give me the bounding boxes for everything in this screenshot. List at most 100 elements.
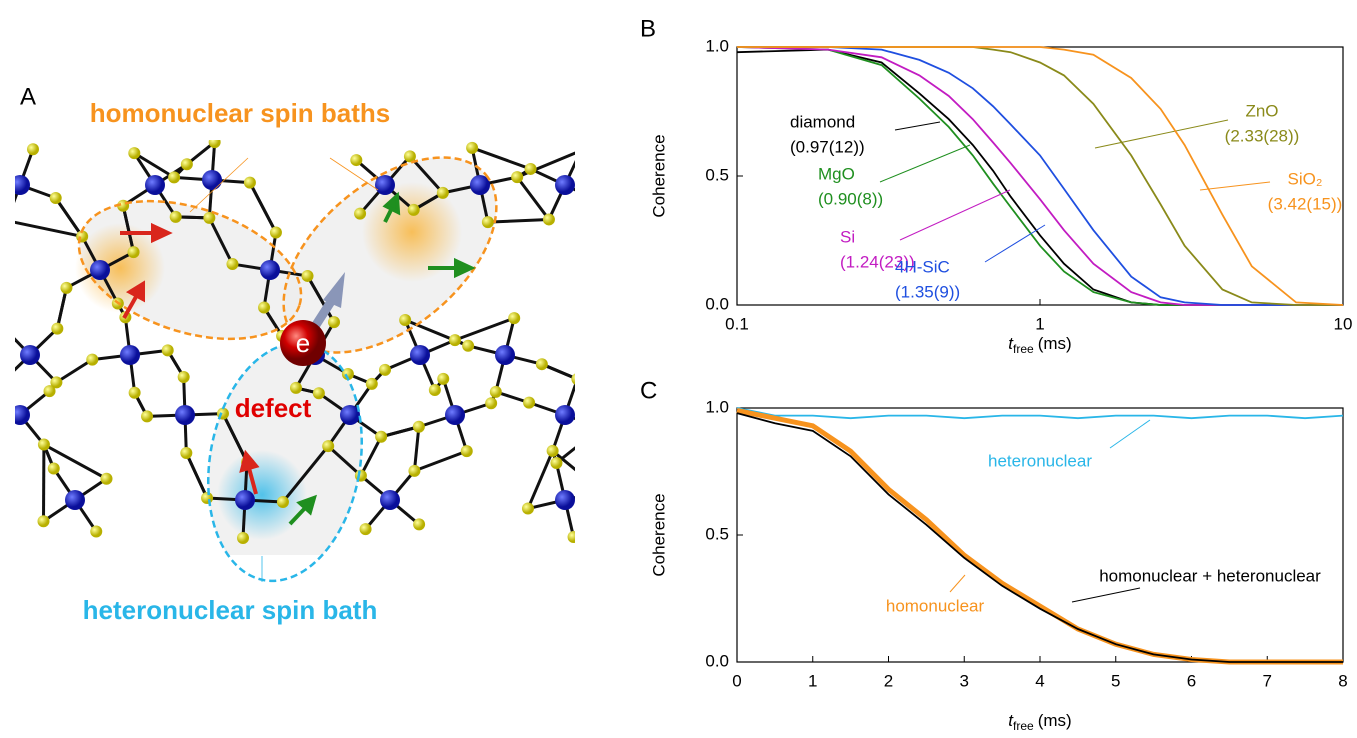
x-tick-label: 3 xyxy=(960,671,969,690)
overlay: e defect xyxy=(77,156,498,583)
atom-yellow xyxy=(161,344,174,357)
y-tick-label: 0.5 xyxy=(705,165,729,184)
x-tick-label: 5 xyxy=(1111,671,1120,690)
atom-yellow xyxy=(593,195,605,207)
atom-yellow xyxy=(511,171,524,184)
atom-yellow xyxy=(508,312,521,325)
leader-line xyxy=(1071,587,1141,603)
x-tick-label: 8 xyxy=(1338,671,1347,690)
leader-line xyxy=(894,121,941,131)
atom-blue xyxy=(470,175,490,195)
atom-blue xyxy=(20,345,40,365)
bond xyxy=(0,381,3,439)
atom-yellow xyxy=(328,316,340,329)
leader-line xyxy=(879,144,971,183)
atom-yellow xyxy=(0,322,10,334)
arrow-head xyxy=(125,280,145,303)
atom-yellow xyxy=(0,379,2,391)
series-annotation: (1.35(9)) xyxy=(895,282,960,301)
atom-yellow xyxy=(100,472,113,485)
defect-label: defect xyxy=(235,393,312,423)
spin-arrow xyxy=(247,467,258,495)
atom-blue xyxy=(90,260,110,280)
x-tick-label: 1 xyxy=(1035,314,1044,333)
bond xyxy=(471,146,532,171)
atom-yellow xyxy=(141,410,154,423)
spin-arrow xyxy=(122,294,139,319)
bond xyxy=(0,381,3,385)
atom-yellow xyxy=(203,211,216,224)
atom-blue xyxy=(260,260,280,280)
atom-yellow xyxy=(312,387,325,400)
leader-line xyxy=(1109,419,1151,449)
atom-blue xyxy=(340,405,360,425)
x-axis-label: tfree (ms) xyxy=(1008,711,1071,733)
atom-yellow xyxy=(575,145,587,157)
bond xyxy=(0,381,3,385)
atom-yellow xyxy=(169,210,182,223)
electron xyxy=(280,320,326,366)
atom-yellow xyxy=(290,381,302,394)
atom-blue xyxy=(145,175,165,195)
atom-blue xyxy=(555,405,575,425)
atom-blue xyxy=(495,345,515,365)
atom-yellow xyxy=(269,226,282,239)
plot-frame xyxy=(736,407,1344,663)
leader-line xyxy=(984,224,1046,263)
series-label: MgO xyxy=(818,164,855,183)
series-label: 4H-SiC xyxy=(895,257,950,276)
leader-line xyxy=(949,574,966,593)
series-label: SiO₂ xyxy=(1288,169,1323,188)
atom-yellow xyxy=(462,339,475,352)
atom-yellow xyxy=(47,462,60,475)
atom-yellow xyxy=(49,191,62,204)
atom-yellow xyxy=(26,143,39,156)
atom-yellow xyxy=(485,397,498,410)
atom-yellow xyxy=(407,203,420,216)
atom-blue xyxy=(15,175,30,195)
bond xyxy=(380,425,420,439)
x-tick-label: 0.1 xyxy=(725,314,749,333)
atom-yellow xyxy=(489,385,502,398)
atom-yellow xyxy=(168,171,181,184)
leader-line xyxy=(1199,181,1271,191)
bond xyxy=(541,362,575,380)
bond xyxy=(281,445,330,503)
bond xyxy=(487,217,550,224)
series-annotation: (3.42(15)) xyxy=(1268,194,1343,213)
atom-yellow xyxy=(226,258,239,271)
atom-blue xyxy=(15,405,30,425)
bond xyxy=(184,452,209,499)
atom-yellow xyxy=(350,154,363,167)
x-axis-label: tfree (ms) xyxy=(1008,334,1071,356)
series-line xyxy=(736,412,1343,663)
series-annotation: (0.90(8)) xyxy=(818,189,883,208)
panel-label: B xyxy=(640,15,656,42)
bond xyxy=(526,450,555,510)
atom-yellow xyxy=(436,186,449,199)
atom-yellow xyxy=(399,314,412,327)
series-label: homonuclear xyxy=(886,596,985,615)
atom-yellow xyxy=(596,485,608,497)
arrow-head xyxy=(239,449,260,473)
atom-blue xyxy=(175,405,195,425)
x-tick-label: 0 xyxy=(732,671,741,690)
atom-yellow xyxy=(1,215,13,227)
atom-yellow xyxy=(86,353,99,366)
atom-blue xyxy=(235,490,255,510)
x-axis-label-part: (ms) xyxy=(1038,334,1072,353)
atom-yellow xyxy=(180,446,193,459)
atom-yellow xyxy=(322,440,335,453)
bond xyxy=(133,151,175,179)
bond xyxy=(515,176,551,221)
atom-blue xyxy=(375,175,395,195)
spin-arrow xyxy=(288,505,308,526)
chart: B 0.0 0.5 1.0 0.1 1 10 Coherence tfree (ms) diamon… xyxy=(640,15,1352,356)
atom-yellow xyxy=(460,445,473,458)
atom-yellow xyxy=(523,396,536,409)
bond xyxy=(208,217,234,265)
arrow-head xyxy=(454,257,476,279)
bond xyxy=(413,449,468,473)
